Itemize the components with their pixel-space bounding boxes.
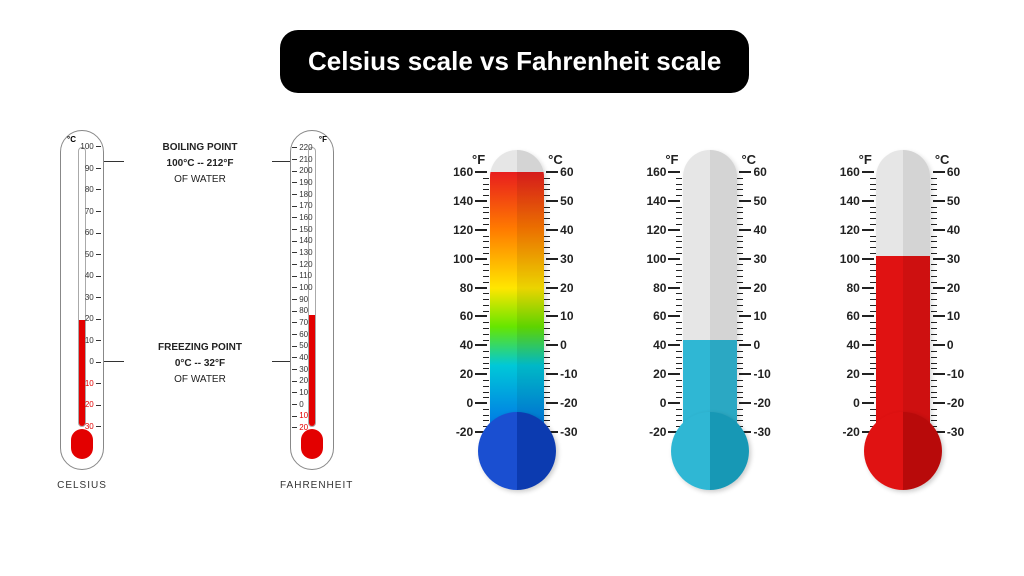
thermometer-body [490, 150, 544, 430]
connector-line [272, 161, 290, 162]
fahrenheit-unit: °F [319, 135, 327, 144]
celsius-scale: °C6050403020100-10-20-30 [737, 152, 802, 173]
thermometer-bulb [864, 412, 942, 490]
celsius-unit: °C [67, 135, 76, 144]
celsius-label: CELSIUS [50, 480, 114, 491]
fahrenheit-scale: °F160140120100806040200-20 [811, 152, 876, 173]
thermometer-bulb [478, 412, 556, 490]
freezing-callout: FREEZING POINT 0°C -- 32°F OF WATER [120, 340, 280, 388]
thermometer-2: °F160140120100806040200-20 °C605040302010… [811, 150, 996, 510]
celsius-scale: °C6050403020100-10-20-30 [931, 152, 996, 173]
page-title: Celsius scale vs Fahrenheit scale [280, 30, 749, 93]
thermometer-body [876, 150, 930, 430]
connector-line [104, 361, 124, 362]
fahrenheit-fill [309, 315, 315, 426]
thermometer-body [683, 150, 737, 430]
fahrenheit-thermometer: °F 220 210 200 190 180 170 160 150 140 1… [290, 130, 334, 470]
comparison-panel: °C 100 90 80 70 60 50 40 30 20 10 0 10 2… [50, 130, 380, 550]
fahrenheit-label: FAHRENHEIT [280, 480, 344, 491]
celsius-thermometer: °C 100 90 80 70 60 50 40 30 20 10 0 10 2… [60, 130, 104, 470]
fahrenheit-scale: °F160140120100806040200-20 [424, 152, 489, 173]
connector-line [272, 361, 290, 362]
fahrenheit-scale: °F160140120100806040200-20 [617, 152, 682, 173]
thermometer-0: °F160140120100806040200-20 °C605040302010… [424, 150, 609, 510]
thermometer-1: °F160140120100806040200-20 °C605040302010… [617, 150, 802, 510]
connector-line [104, 161, 124, 162]
celsius-scale: °C6050403020100-10-20-30 [544, 152, 609, 173]
fahrenheit-bulb [301, 429, 323, 459]
boiling-callout: BOILING POINT 100°C -- 212°F OF WATER [120, 140, 280, 188]
celsius-bulb [71, 429, 93, 459]
thermometer-row: °F160140120100806040200-20 °C605040302010… [420, 150, 1000, 540]
thermometer-bulb [671, 412, 749, 490]
